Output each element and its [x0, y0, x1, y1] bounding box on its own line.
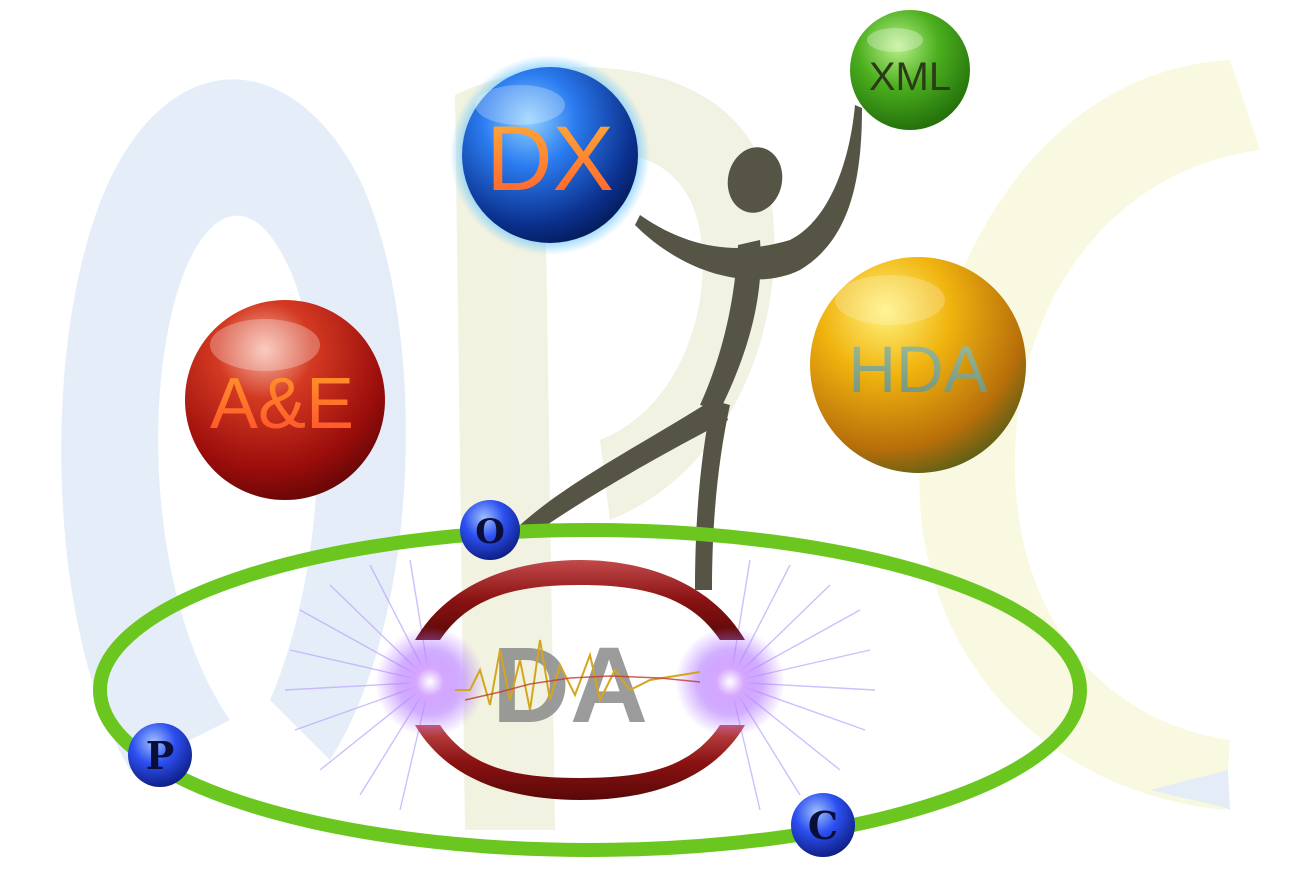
- bead-c: C: [791, 793, 855, 857]
- green-orbit-ring: [93, 523, 1087, 857]
- bead-p: P: [128, 723, 192, 787]
- da-emblem: DA: [284, 559, 876, 811]
- bead-c-label: C: [808, 803, 838, 848]
- xml-label: XML: [869, 55, 951, 99]
- waveform-icon: [455, 639, 701, 711]
- bead-p-label: P: [146, 733, 175, 778]
- background-opc-letters: [61, 60, 1260, 830]
- ae-label: A&E: [210, 364, 354, 444]
- hda-sphere: HDA: [810, 257, 1026, 473]
- figure-person-icon: [520, 105, 862, 590]
- dx-sphere: DX: [450, 55, 650, 255]
- bead-o-label: O: [475, 512, 505, 552]
- dx-label: DX: [486, 108, 614, 210]
- xml-sphere: XML: [850, 10, 970, 130]
- bead-o: O: [460, 500, 520, 560]
- ae-sphere: A&E: [185, 300, 385, 500]
- hda-label: HDA: [848, 332, 987, 406]
